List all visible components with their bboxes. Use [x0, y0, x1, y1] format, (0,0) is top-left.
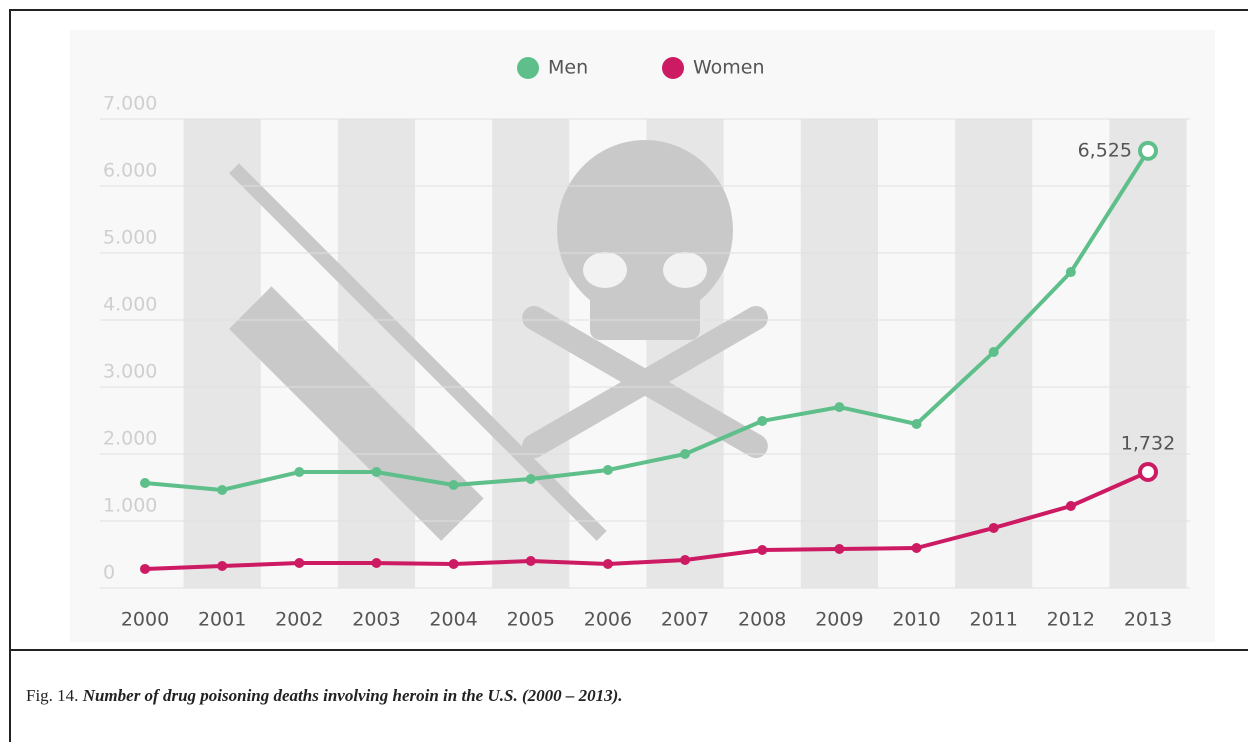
- legend-label: Women: [693, 57, 765, 79]
- data-point: [1138, 461, 1158, 482]
- band: [1109, 119, 1187, 588]
- x-tick-label: 2003: [352, 609, 400, 631]
- x-tick-label: 2010: [892, 609, 940, 631]
- legend: Men Women: [517, 57, 765, 79]
- data-point: [757, 545, 768, 556]
- x-tick-label: 2011: [970, 609, 1018, 631]
- y-tick-label: 5.000: [103, 227, 157, 249]
- x-tick-label: 2005: [507, 609, 555, 631]
- y-tick-label: 0: [103, 562, 115, 584]
- data-point: [911, 418, 922, 429]
- series-line: [144, 149, 1150, 492]
- watermark-eye: [583, 252, 627, 288]
- band: [337, 119, 416, 588]
- legend-label: Men: [548, 57, 588, 79]
- data-point: [834, 544, 845, 555]
- data-point: [602, 465, 613, 476]
- data-point: [371, 558, 382, 569]
- bands: [183, 119, 1187, 588]
- data-point: [602, 559, 613, 570]
- data-point: [1065, 267, 1076, 278]
- data-point: [834, 402, 845, 413]
- x-tick-label: 2008: [738, 609, 786, 631]
- caption-label: Fig. 14.: [26, 686, 79, 705]
- legend-swatch: [517, 57, 539, 79]
- x-tick-label: 2001: [198, 609, 246, 631]
- y-tick-label: 6.000: [103, 160, 157, 182]
- x-tick-label: 2002: [275, 609, 323, 631]
- data-label: 6,525: [1078, 139, 1132, 161]
- series-line: [144, 470, 1149, 571]
- data-point: [294, 558, 305, 569]
- band: [800, 119, 878, 588]
- data-point: [1138, 140, 1158, 161]
- y-tick-label: 1.000: [103, 495, 157, 517]
- data-point: [525, 555, 536, 566]
- y-tick-label: 2.000: [103, 428, 157, 450]
- band: [183, 119, 261, 588]
- data-point: [294, 467, 305, 478]
- y-tick-label: 4.000: [103, 294, 157, 316]
- x-tick-label: 2013: [1124, 609, 1172, 631]
- x-tick-label: 2006: [584, 609, 632, 631]
- data-point: [988, 347, 999, 358]
- caption-text: Number of drug poisoning deaths involvin…: [82, 686, 623, 705]
- data-point: [988, 522, 999, 533]
- band: [492, 119, 570, 588]
- legend-swatch: [662, 57, 684, 79]
- data-point: [525, 473, 536, 484]
- data-point: [217, 561, 228, 572]
- data-point: [680, 554, 691, 565]
- data-point: [911, 543, 922, 554]
- frame: [9, 9, 1248, 651]
- data-point: [140, 478, 150, 489]
- y-tick-label: 3.000: [103, 361, 157, 383]
- y-tick-label: 7.000: [103, 93, 157, 115]
- watermark: [229, 140, 768, 541]
- x-tick-label: 2009: [815, 609, 863, 631]
- watermark-eye: [663, 252, 707, 288]
- data-point: [757, 415, 768, 426]
- x-tick-label: 2007: [661, 609, 709, 631]
- data-point: [448, 480, 459, 491]
- data-point: [680, 449, 691, 459]
- data-point: [217, 484, 228, 495]
- x-tick-label: 2000: [121, 609, 169, 631]
- caption: Fig. 14. Number of drug poisoning deaths…: [26, 686, 623, 706]
- x-tick-label: 2004: [429, 609, 477, 631]
- data-point: [1065, 500, 1076, 511]
- x-tick-label: 2012: [1047, 609, 1095, 631]
- data-label: 1,732: [1121, 432, 1175, 454]
- data-point: [140, 563, 150, 574]
- data-point: [371, 467, 382, 478]
- data-point: [448, 559, 459, 570]
